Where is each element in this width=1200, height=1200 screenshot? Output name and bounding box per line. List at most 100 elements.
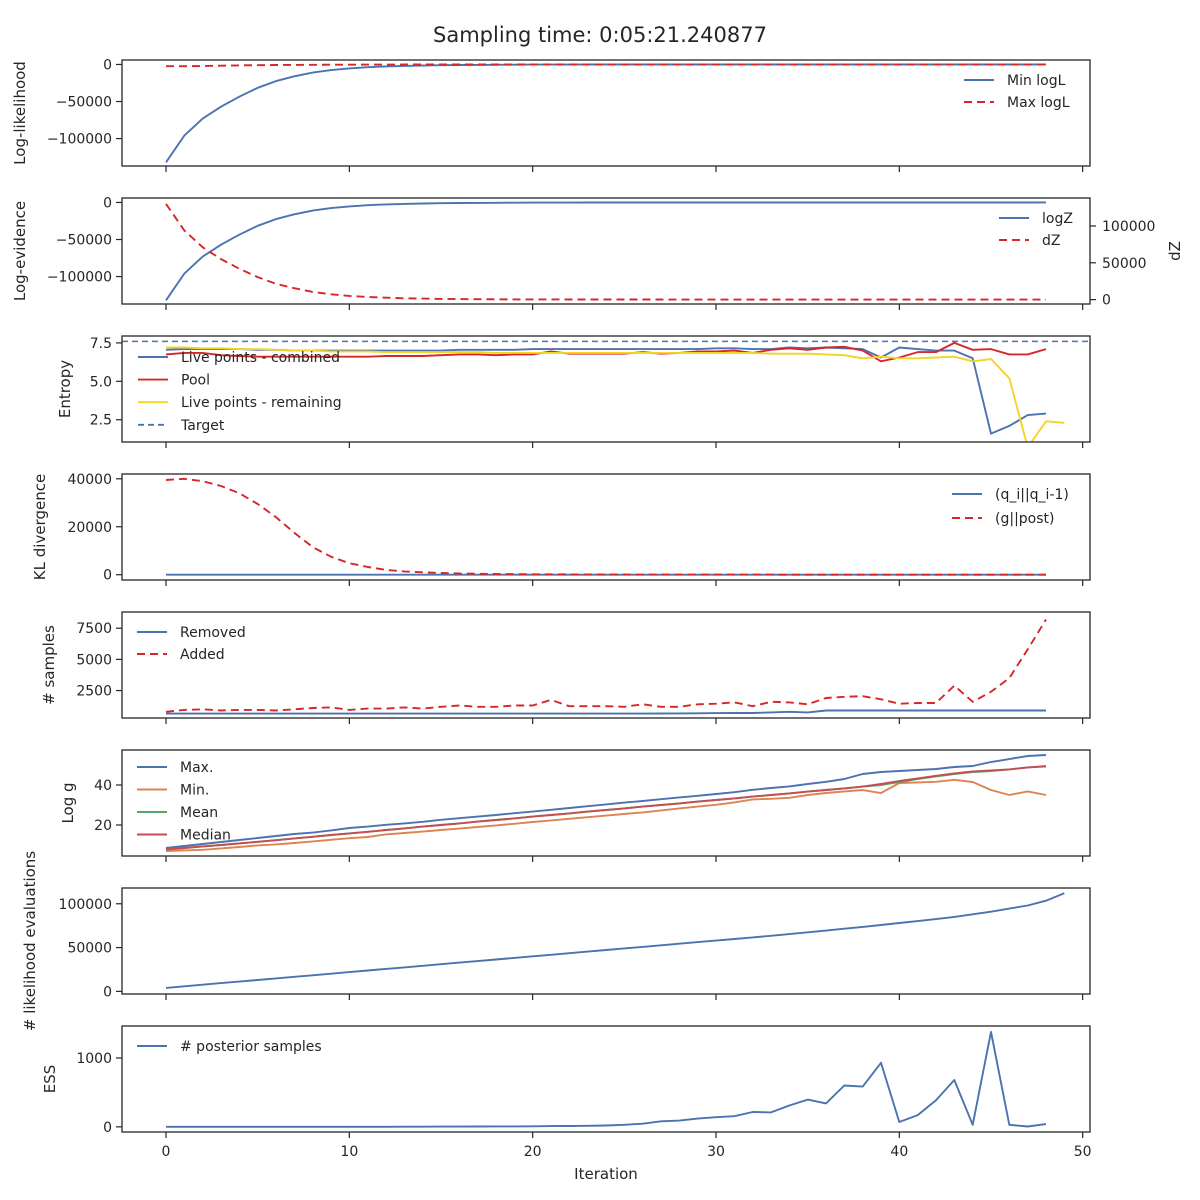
x-tick-label: 40	[890, 1144, 908, 1160]
legend-label: Added	[180, 647, 225, 663]
y-tick-label: 0	[103, 568, 112, 584]
legend-label: # posterior samples	[180, 1039, 322, 1055]
plot-area	[165, 201, 1047, 301]
y2-tick-label: 0	[1102, 293, 1111, 309]
plot-area	[165, 63, 1047, 163]
y-tick-label: −100000	[47, 132, 112, 148]
legend-label: Removed	[180, 625, 246, 641]
plot-area	[122, 340, 1090, 442]
legend-label: Mean	[180, 805, 218, 821]
y-axis-label: Log-evidence	[11, 201, 29, 301]
y-axis-label: # likelihood evaluations	[21, 851, 39, 1031]
axes-frame	[121, 749, 1091, 857]
y-axis-label: Log g	[59, 782, 77, 823]
subplot-stack: 0 −50000 −100000 Log-likelihood Min logL Max …	[11, 57, 1184, 1160]
series-line-g-post	[165, 477, 1046, 576]
y-axis-label: Log-likelihood	[11, 61, 29, 165]
legend-label: Median	[180, 828, 231, 844]
axes-frame	[121, 335, 1091, 443]
legend: Min logL Max logL	[964, 73, 1070, 111]
y-tick-label: 0	[103, 1120, 112, 1136]
series-line-added	[165, 619, 1047, 713]
legend-label: Pool	[181, 373, 210, 389]
x-tick-label: 10	[340, 1144, 358, 1160]
plot-area	[166, 1030, 1047, 1128]
y-tick-label: 2500	[76, 684, 112, 700]
panel-samples: 7500 5000 2500 # samples Removed Added	[40, 611, 1091, 724]
axes-frame	[121, 59, 1091, 167]
legend-label: Max.	[180, 760, 213, 776]
y-tick-label: 100000	[59, 897, 112, 913]
y-tick-label: 40	[94, 778, 112, 794]
y-tick-label: 50000	[67, 941, 112, 957]
y-tick-label: −100000	[47, 270, 112, 286]
series-line-median	[165, 765, 1047, 851]
panel-logg: 40 20 Log g Max. Min. Mean Median	[59, 749, 1091, 862]
legend-label: logZ	[1042, 211, 1073, 227]
y-tick-label: 0	[103, 57, 112, 73]
plot-area	[165, 892, 1065, 989]
panel-entropy: 7.5 5.0 2.5 Entropy Live points - combined Po…	[56, 335, 1091, 448]
series-line-removed	[166, 709, 1046, 715]
axes-frame	[121, 473, 1091, 581]
legend: # posterior samples	[137, 1039, 322, 1055]
series-line-dz	[165, 203, 1046, 301]
legend-label: Live points - combined	[181, 350, 340, 366]
y-tick-label: 0	[103, 195, 112, 211]
panel-loglikelihood: 0 −50000 −100000 Log-likelihood Min logL Max …	[11, 57, 1091, 172]
axes-frame	[121, 1025, 1091, 1133]
y-tick-label: 20000	[67, 520, 112, 536]
panel-ess: 1000 0 0 10 20 30 40 50 ESS # posterior samples	[41, 1025, 1092, 1160]
axes-frame	[121, 887, 1091, 995]
y-tick-label: −50000	[56, 233, 112, 249]
legend-label: Max logL	[1007, 95, 1070, 111]
legend-label: Min logL	[1007, 73, 1066, 89]
legend-label: (g||post)	[995, 511, 1054, 527]
legend: Live points - combined Pool Live points - …	[138, 350, 342, 434]
y2-tick-label: 50000	[1102, 256, 1147, 272]
panel-kl: 40000 20000 0 KL divergence (q_i||q_i-1) (g||…	[31, 472, 1091, 586]
legend: Removed Added	[137, 625, 246, 663]
y-axis-label: # samples	[40, 625, 58, 705]
legend: (q_i||q_i-1) (g||post)	[952, 487, 1069, 527]
y-tick-label: 5.0	[90, 374, 112, 390]
y-tick-label: 40000	[67, 472, 112, 488]
x-tick-label: 20	[524, 1144, 542, 1160]
y-tick-label: 0	[103, 984, 112, 1000]
y-tick-label: 7.5	[90, 336, 112, 352]
y-tick-label: 7500	[76, 621, 112, 637]
y-tick-label: 20	[94, 818, 112, 834]
legend-label: (q_i||q_i-1)	[995, 487, 1069, 503]
plot-area	[165, 754, 1047, 852]
legend: logZ dZ	[999, 211, 1073, 249]
y-axis-label: Entropy	[56, 360, 74, 418]
panel-likelihood_evals: 100000 50000 0 # likelihood evaluations	[21, 851, 1091, 1031]
panel-logevidence: 0 −50000 −100000 0 50000 100000 dZ Log-evidence…	[11, 195, 1184, 310]
axes-frame	[121, 611, 1091, 719]
y-tick-label: −50000	[56, 95, 112, 111]
legend-label: Min.	[180, 783, 209, 799]
y-tick-label: 1000	[76, 1051, 112, 1067]
series-line-live-points-remaining	[166, 346, 1065, 442]
legend-label: Live points - remaining	[181, 395, 342, 411]
y-axis-label: ESS	[41, 1065, 59, 1094]
series-line-max	[165, 754, 1047, 849]
y-tick-label: 2.5	[90, 413, 112, 429]
figure-title: Sampling time: 0:05:21.240877	[433, 23, 767, 47]
plot-area	[165, 619, 1047, 715]
series-line-min	[165, 778, 1047, 852]
x-tick-label: 30	[707, 1144, 725, 1160]
legend-label: dZ	[1042, 233, 1060, 249]
axes-frame	[121, 197, 1091, 305]
legend: Max. Min. Mean Median	[137, 760, 231, 844]
y-tick-label: 5000	[76, 652, 112, 668]
y-axis-label: KL divergence	[31, 474, 49, 580]
x-tick-label: 0	[162, 1144, 171, 1160]
y2-tick-label: 100000	[1102, 219, 1155, 235]
plot-area	[165, 477, 1046, 576]
x-axis-label: Iteration	[574, 1165, 638, 1183]
series-line-max-logl	[166, 63, 1046, 68]
series-line-likelihood_evals	[165, 892, 1065, 989]
